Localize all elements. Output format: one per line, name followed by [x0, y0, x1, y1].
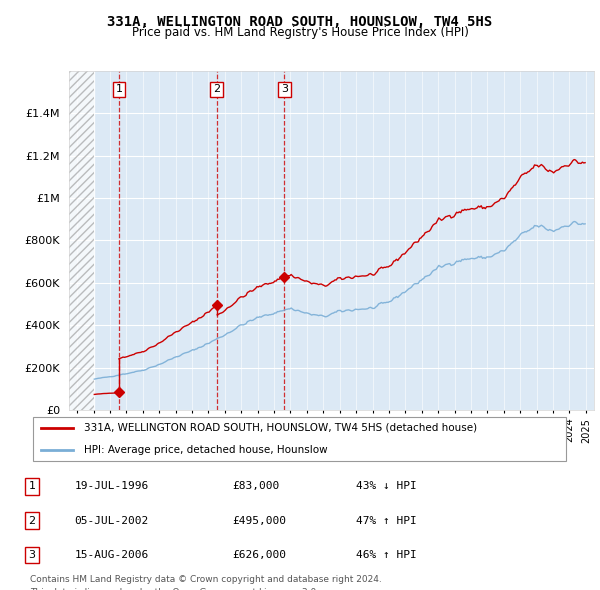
Text: HPI: Average price, detached house, Hounslow: HPI: Average price, detached house, Houn… — [84, 445, 328, 455]
Text: Price paid vs. HM Land Registry's House Price Index (HPI): Price paid vs. HM Land Registry's House … — [131, 26, 469, 39]
FancyBboxPatch shape — [33, 417, 566, 461]
Bar — [69, 71, 94, 410]
Bar — [69, 71, 94, 410]
Text: £83,000: £83,000 — [232, 481, 280, 491]
Text: This data is licensed under the Open Government Licence v3.0.: This data is licensed under the Open Gov… — [30, 588, 319, 590]
Text: 15-AUG-2006: 15-AUG-2006 — [74, 550, 149, 560]
Text: 1: 1 — [29, 481, 35, 491]
Text: 19-JUL-1996: 19-JUL-1996 — [74, 481, 149, 491]
Text: 3: 3 — [29, 550, 35, 560]
Text: 43% ↓ HPI: 43% ↓ HPI — [356, 481, 417, 491]
Text: 46% ↑ HPI: 46% ↑ HPI — [356, 550, 417, 560]
Text: 2: 2 — [29, 516, 35, 526]
Text: 331A, WELLINGTON ROAD SOUTH, HOUNSLOW, TW4 5HS (detached house): 331A, WELLINGTON ROAD SOUTH, HOUNSLOW, T… — [84, 423, 477, 433]
Text: 05-JUL-2002: 05-JUL-2002 — [74, 516, 149, 526]
Text: £495,000: £495,000 — [232, 516, 286, 526]
Text: Contains HM Land Registry data © Crown copyright and database right 2024.: Contains HM Land Registry data © Crown c… — [30, 575, 382, 584]
Text: 2: 2 — [213, 84, 220, 94]
Bar — [69, 71, 94, 410]
Text: 331A, WELLINGTON ROAD SOUTH, HOUNSLOW, TW4 5HS: 331A, WELLINGTON ROAD SOUTH, HOUNSLOW, T… — [107, 15, 493, 29]
Text: 47% ↑ HPI: 47% ↑ HPI — [356, 516, 417, 526]
Text: £626,000: £626,000 — [232, 550, 286, 560]
Text: 1: 1 — [115, 84, 122, 94]
Text: 3: 3 — [281, 84, 288, 94]
